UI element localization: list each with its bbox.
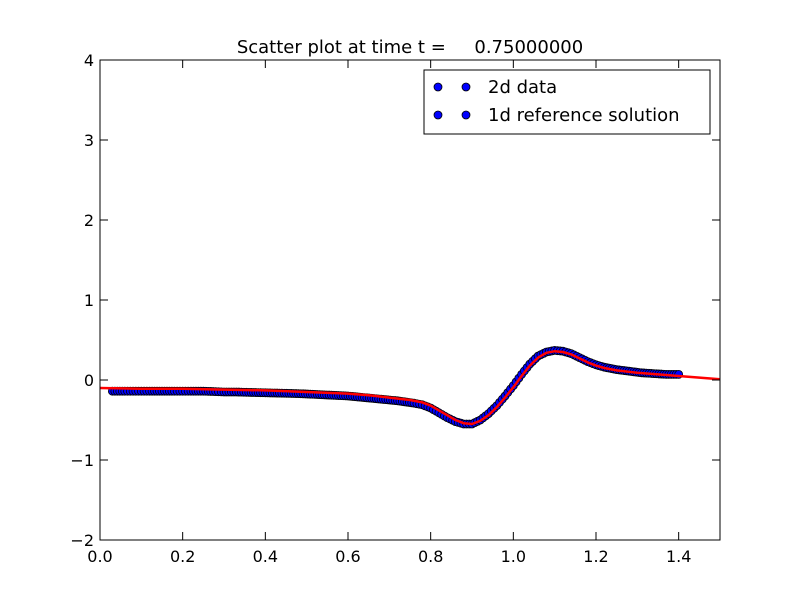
y-tick-label: 0 xyxy=(84,371,94,390)
legend: 2d data 1d reference solution xyxy=(423,69,711,135)
x-tick-label: 1.0 xyxy=(501,547,526,566)
x-tick-label: 0.8 xyxy=(418,547,443,566)
legend-marker xyxy=(461,82,471,92)
legend-marker xyxy=(433,82,443,92)
y-tick-label: 1 xyxy=(84,291,94,310)
x-tick-label: 1.4 xyxy=(666,547,691,566)
x-tick-label: 1.2 xyxy=(583,547,608,566)
x-tick-label: 0.2 xyxy=(170,547,195,566)
y-tick-label: 4 xyxy=(84,51,94,70)
y-tick-label: 2 xyxy=(84,211,94,230)
series-1d-reference-line xyxy=(100,349,720,426)
legend-marker xyxy=(461,110,471,120)
x-tick-label: 0.0 xyxy=(87,547,112,566)
chart-title: Scatter plot at time t = 0.75000000 xyxy=(237,37,583,58)
legend-marker xyxy=(433,110,443,120)
y-tick-label: −1 xyxy=(70,451,94,470)
y-tick-label: 3 xyxy=(84,131,94,150)
legend-label: 1d reference solution xyxy=(488,105,680,126)
y-tick-label: −2 xyxy=(70,531,94,550)
legend-label: 2d data xyxy=(488,77,557,98)
legend-box xyxy=(423,69,711,135)
x-tick-label: 0.4 xyxy=(253,547,278,566)
series-2d-data xyxy=(108,345,684,429)
x-tick-label: 0.6 xyxy=(335,547,360,566)
